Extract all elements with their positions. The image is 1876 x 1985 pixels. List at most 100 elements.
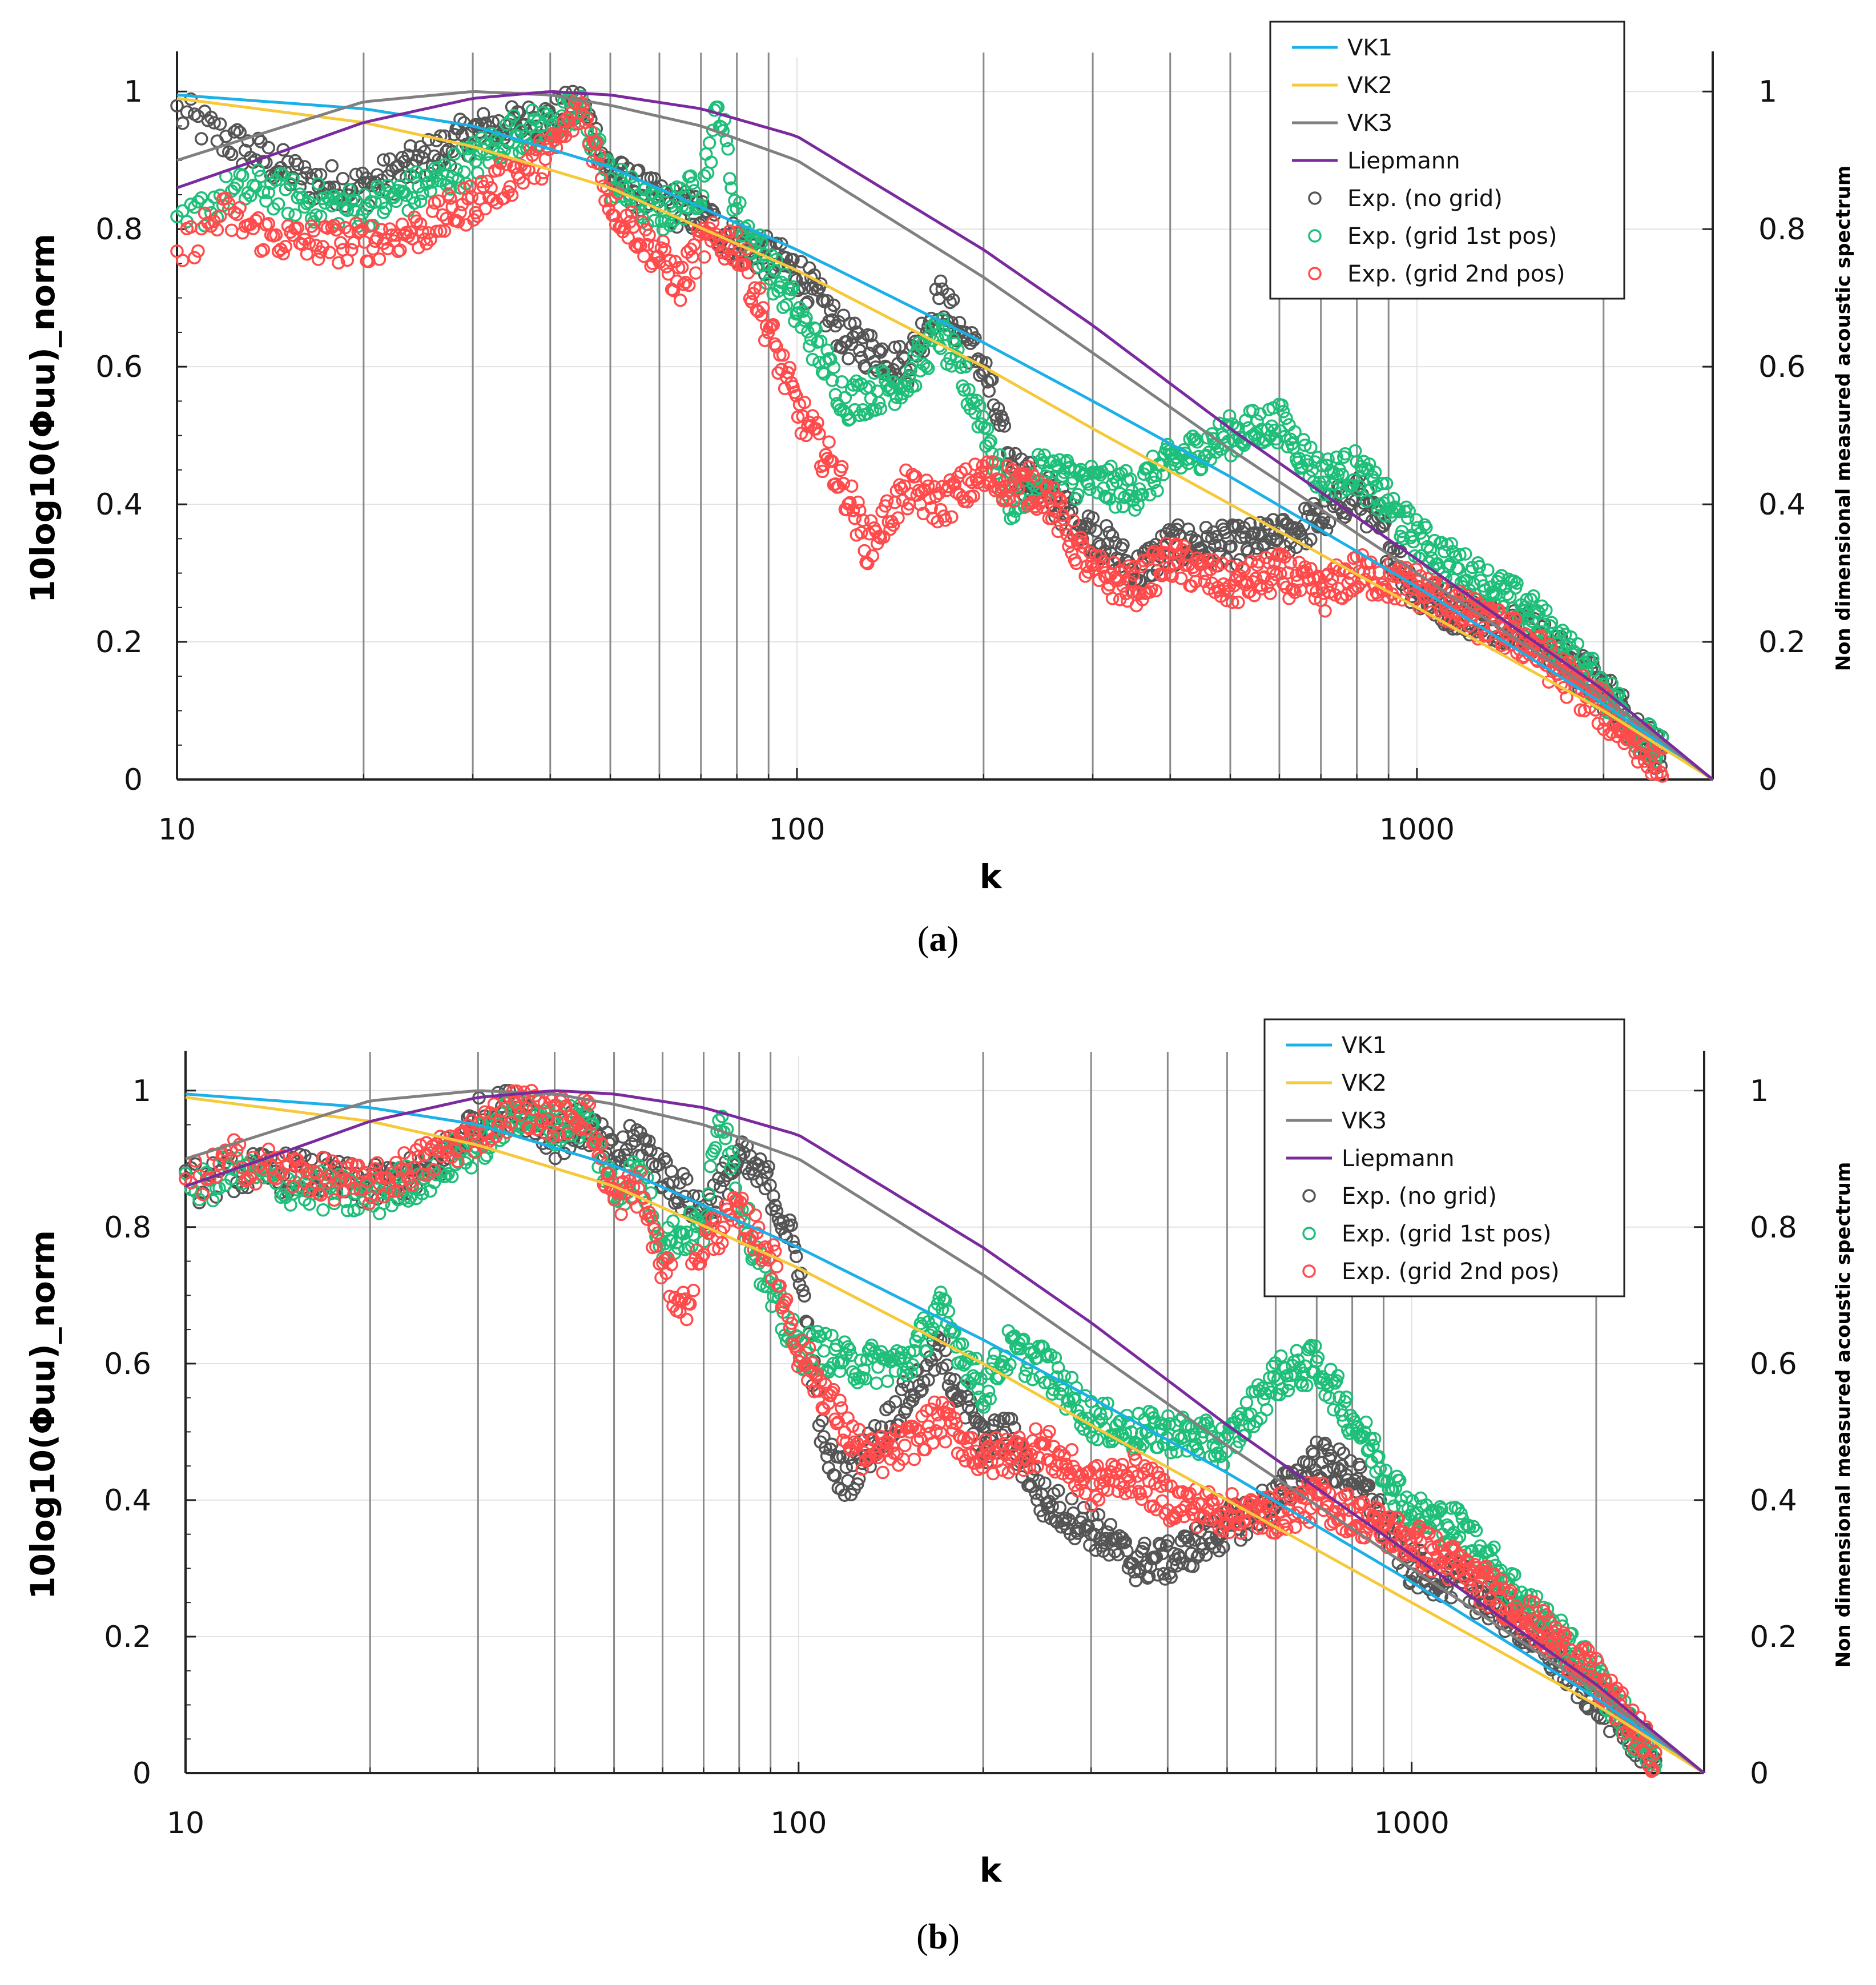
data-point (1438, 545, 1451, 558)
data-point (656, 235, 670, 248)
data-point (478, 202, 492, 216)
data-point (1318, 604, 1332, 618)
data-point (1381, 493, 1395, 507)
data-point (433, 224, 448, 238)
data-point (176, 116, 190, 130)
data-point (766, 318, 780, 332)
data-point (843, 316, 857, 331)
data-point (1400, 511, 1415, 525)
data-point (356, 223, 369, 236)
y-tick-label-right: 1 (1750, 1074, 1769, 1108)
data-point (921, 361, 935, 375)
data-point (313, 168, 328, 182)
data-point (332, 256, 345, 270)
data-point (1324, 1363, 1338, 1376)
data-point (1361, 463, 1375, 476)
data-point (891, 511, 905, 525)
data-point (836, 308, 851, 322)
data-point (1283, 556, 1298, 570)
data-point (377, 153, 391, 167)
data-point (975, 465, 988, 479)
data-point (535, 172, 549, 186)
y-tick-label-right: 0.4 (1758, 488, 1806, 522)
data-point (336, 192, 350, 206)
data-point (806, 352, 820, 367)
data-point (741, 266, 755, 280)
data-point (1150, 484, 1164, 498)
data-point (844, 479, 859, 493)
legend-label: Exp. (grid 2nd pos) (1347, 261, 1565, 287)
data-point (379, 202, 393, 215)
data-point (846, 378, 860, 392)
data-point (1053, 453, 1066, 467)
data-point (812, 427, 826, 441)
data-point (880, 494, 894, 508)
data-point (327, 189, 341, 203)
data-point (302, 195, 316, 209)
data-point (307, 224, 321, 238)
data-point (271, 197, 285, 211)
data-point (413, 217, 428, 231)
data-point (259, 194, 273, 208)
data-point (756, 301, 770, 315)
data-point (1128, 560, 1142, 573)
y-tick-label-right: 0.4 (1750, 1484, 1797, 1518)
data-point (843, 496, 857, 510)
data-point (1539, 603, 1553, 617)
data-point (329, 223, 343, 237)
data-point (309, 167, 323, 182)
y-tick-label-left: 1 (124, 75, 143, 109)
legend-label: VK2 (1347, 73, 1392, 99)
data-point (1165, 569, 1179, 583)
data-point (1224, 539, 1238, 553)
data-point (187, 251, 202, 265)
caption-close-paren: ) (947, 920, 959, 959)
data-point (451, 215, 465, 228)
data-point (670, 274, 684, 288)
data-point (1451, 561, 1466, 576)
data-point (929, 489, 943, 504)
data-point (184, 198, 198, 211)
data-point (1225, 595, 1239, 609)
data-point (1125, 585, 1139, 599)
data-point (1524, 592, 1538, 606)
x-tick-label: 100 (768, 813, 825, 847)
data-point (1239, 1396, 1254, 1409)
data-point (904, 361, 917, 375)
chart-panel-b: 0 00.2 0.20.4 0.40.6 0.60.8 0.81 110 100 1000k10… (23, 1018, 1855, 1956)
data-point (625, 170, 639, 184)
data-point (704, 155, 718, 169)
data-point (663, 254, 677, 267)
data-point (755, 235, 768, 250)
data-point (269, 228, 283, 242)
data-point (697, 250, 711, 264)
data-point (770, 340, 783, 353)
data-point (864, 514, 878, 528)
data-point (875, 342, 889, 356)
data-point (424, 184, 437, 198)
data-point (825, 373, 839, 387)
data-point (721, 142, 735, 156)
data-point (437, 158, 452, 172)
data-point (1571, 637, 1585, 651)
x-tick-label: 10 (158, 813, 196, 847)
data-point (1510, 576, 1524, 590)
data-point (440, 144, 453, 158)
data-point (251, 163, 265, 177)
data-point (1247, 526, 1261, 540)
data-point (1492, 571, 1506, 585)
data-point (980, 422, 995, 436)
data-point (1279, 411, 1293, 425)
data-point (1221, 532, 1235, 545)
data-point (1124, 575, 1137, 589)
data-point (991, 401, 1005, 416)
data-point (651, 195, 665, 208)
data-point (311, 177, 325, 191)
data-point (789, 389, 803, 403)
data-point (1330, 450, 1343, 464)
data-point (1379, 476, 1394, 491)
data-point (368, 195, 382, 209)
data-point (1297, 433, 1311, 447)
data-point (251, 131, 265, 146)
